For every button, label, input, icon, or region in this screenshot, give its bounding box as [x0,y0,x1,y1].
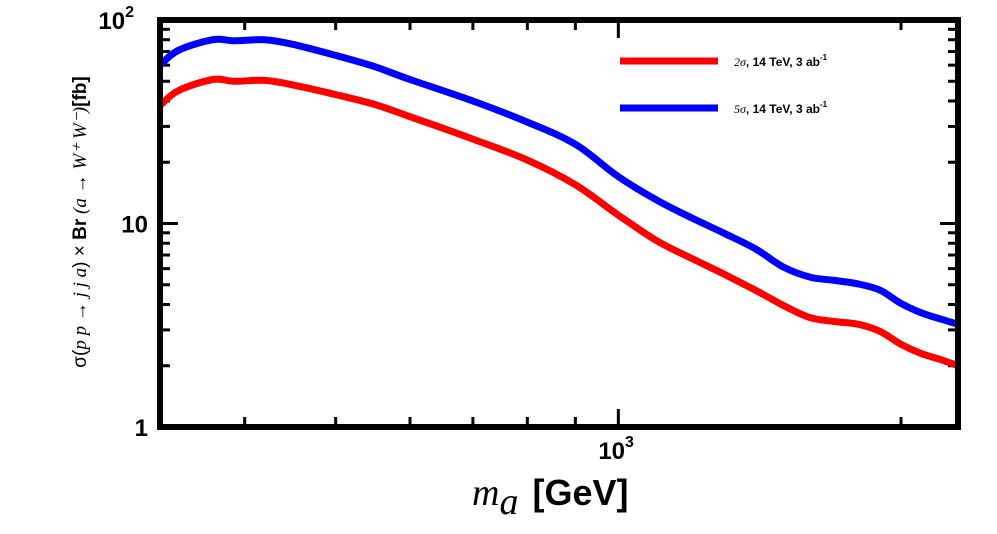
x-axis-label: ma [GeV] [472,472,628,523]
plot-frame [157,17,961,430]
legend-label-5sigma: 5σ, 14 TeV, 3 ab-1 [734,100,828,116]
legend-label-2sigma: 2σ, 14 TeV, 3 ab-1 [734,53,828,69]
labels-layer: 1 10 102 103 [98,4,634,465]
legend: 2σ, 14 TeV, 3 ab-1 5σ, 14 TeV, 3 ab-1 [620,53,828,116]
y-tick-label: 1 [135,415,148,442]
y-tick-label: 102 [98,4,134,35]
series-layer [160,35,958,370]
series-line-5sigma [160,35,958,328]
series-line-2sigma [160,75,958,370]
y-tick-label: 10 [121,212,148,239]
x-tick-label: 103 [598,434,634,465]
y-axis-label: σ(p p → j j a) × Br (a → W⁺ W⁻)[fb] [70,76,91,367]
